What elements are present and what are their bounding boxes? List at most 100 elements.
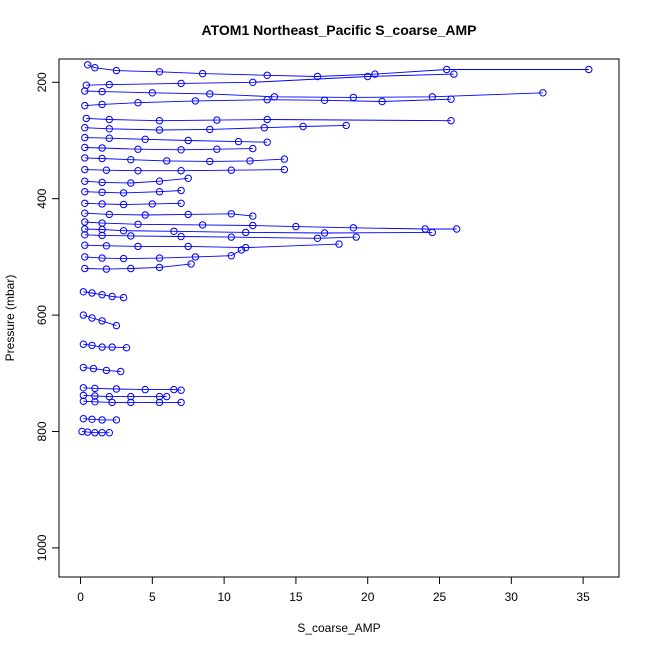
series-26 (79, 391, 171, 401)
data-point (155, 263, 164, 272)
data-point (112, 66, 121, 75)
y-tick-label: 600 (35, 305, 49, 325)
x-tick-label: 30 (505, 590, 519, 604)
data-point (141, 385, 149, 394)
series-2 (82, 70, 458, 89)
data-point (280, 165, 289, 174)
data-point (108, 398, 116, 407)
data-point (155, 398, 164, 407)
data-point (292, 222, 300, 231)
data-point (141, 135, 149, 144)
series-line (84, 90, 543, 98)
data-point (112, 321, 121, 330)
data-point (263, 71, 271, 80)
data-point (184, 242, 192, 251)
series-line (84, 221, 457, 230)
data-point (79, 384, 88, 392)
data-point (227, 210, 236, 218)
data-point (81, 154, 89, 162)
data-point (206, 157, 214, 166)
data-point (119, 189, 128, 197)
data-point (84, 61, 92, 69)
data-point (108, 292, 116, 301)
series-14 (81, 209, 257, 220)
series-3 (81, 87, 547, 102)
data-point (163, 157, 171, 165)
data-point (102, 366, 111, 375)
series-line (84, 234, 357, 239)
series-line (84, 137, 268, 143)
data-point (447, 117, 455, 125)
data-point (98, 254, 106, 262)
data-point (320, 96, 329, 105)
data-point (102, 166, 111, 174)
data-point (134, 242, 142, 251)
series-10 (81, 165, 289, 175)
series-22 (79, 311, 121, 330)
series-line (86, 117, 452, 122)
plot-area (78, 61, 593, 437)
data-point (585, 65, 593, 74)
data-point (155, 254, 164, 262)
data-point (349, 224, 358, 232)
series-29 (78, 427, 114, 437)
data-point (79, 391, 88, 400)
data-point (91, 429, 99, 437)
series-line (83, 418, 117, 421)
data-point (88, 289, 96, 297)
x-tick-label: 15 (289, 590, 303, 604)
data-point (81, 218, 89, 226)
series-17 (81, 231, 360, 243)
data-point (98, 178, 106, 187)
data-point (177, 199, 185, 208)
data-point (81, 177, 89, 185)
series-25 (79, 384, 185, 394)
series-7 (81, 133, 271, 146)
series-line (87, 64, 589, 77)
series-4 (81, 95, 455, 110)
data-point (127, 398, 135, 407)
data-point (81, 264, 89, 273)
x-tick-label: 20 (361, 590, 375, 604)
data-point (237, 246, 246, 254)
data-point (134, 220, 142, 229)
data-point (227, 252, 236, 260)
x-tick-label: 0 (77, 590, 84, 604)
data-point (187, 260, 195, 268)
data-point (98, 231, 106, 240)
data-point (98, 416, 106, 424)
series-9 (81, 154, 289, 166)
data-point (227, 166, 236, 174)
data-point (127, 264, 135, 273)
data-point (119, 293, 128, 302)
data-point (177, 186, 185, 195)
series-line (84, 124, 347, 131)
data-point (81, 165, 89, 174)
data-point (198, 69, 207, 78)
data-point (98, 343, 106, 351)
data-point (102, 265, 111, 273)
series-line (84, 98, 452, 107)
data-point (98, 200, 106, 208)
data-point (98, 87, 106, 96)
data-point (170, 227, 178, 236)
data-point (450, 70, 458, 78)
data-point (81, 188, 89, 196)
data-point (148, 200, 157, 208)
data-point (88, 314, 96, 322)
data-point (81, 253, 89, 261)
data-point (155, 126, 164, 134)
plot-frame (58, 58, 620, 578)
data-point (335, 240, 343, 248)
data-point (242, 243, 250, 252)
x-tick-label: 25 (433, 590, 447, 604)
data-point (263, 138, 271, 146)
data-point (79, 340, 88, 348)
x-tick-label: 10 (217, 590, 231, 604)
series-28 (79, 415, 121, 424)
data-point (127, 392, 135, 401)
data-point (371, 70, 379, 78)
data-point (249, 221, 257, 230)
data-point (81, 209, 89, 217)
